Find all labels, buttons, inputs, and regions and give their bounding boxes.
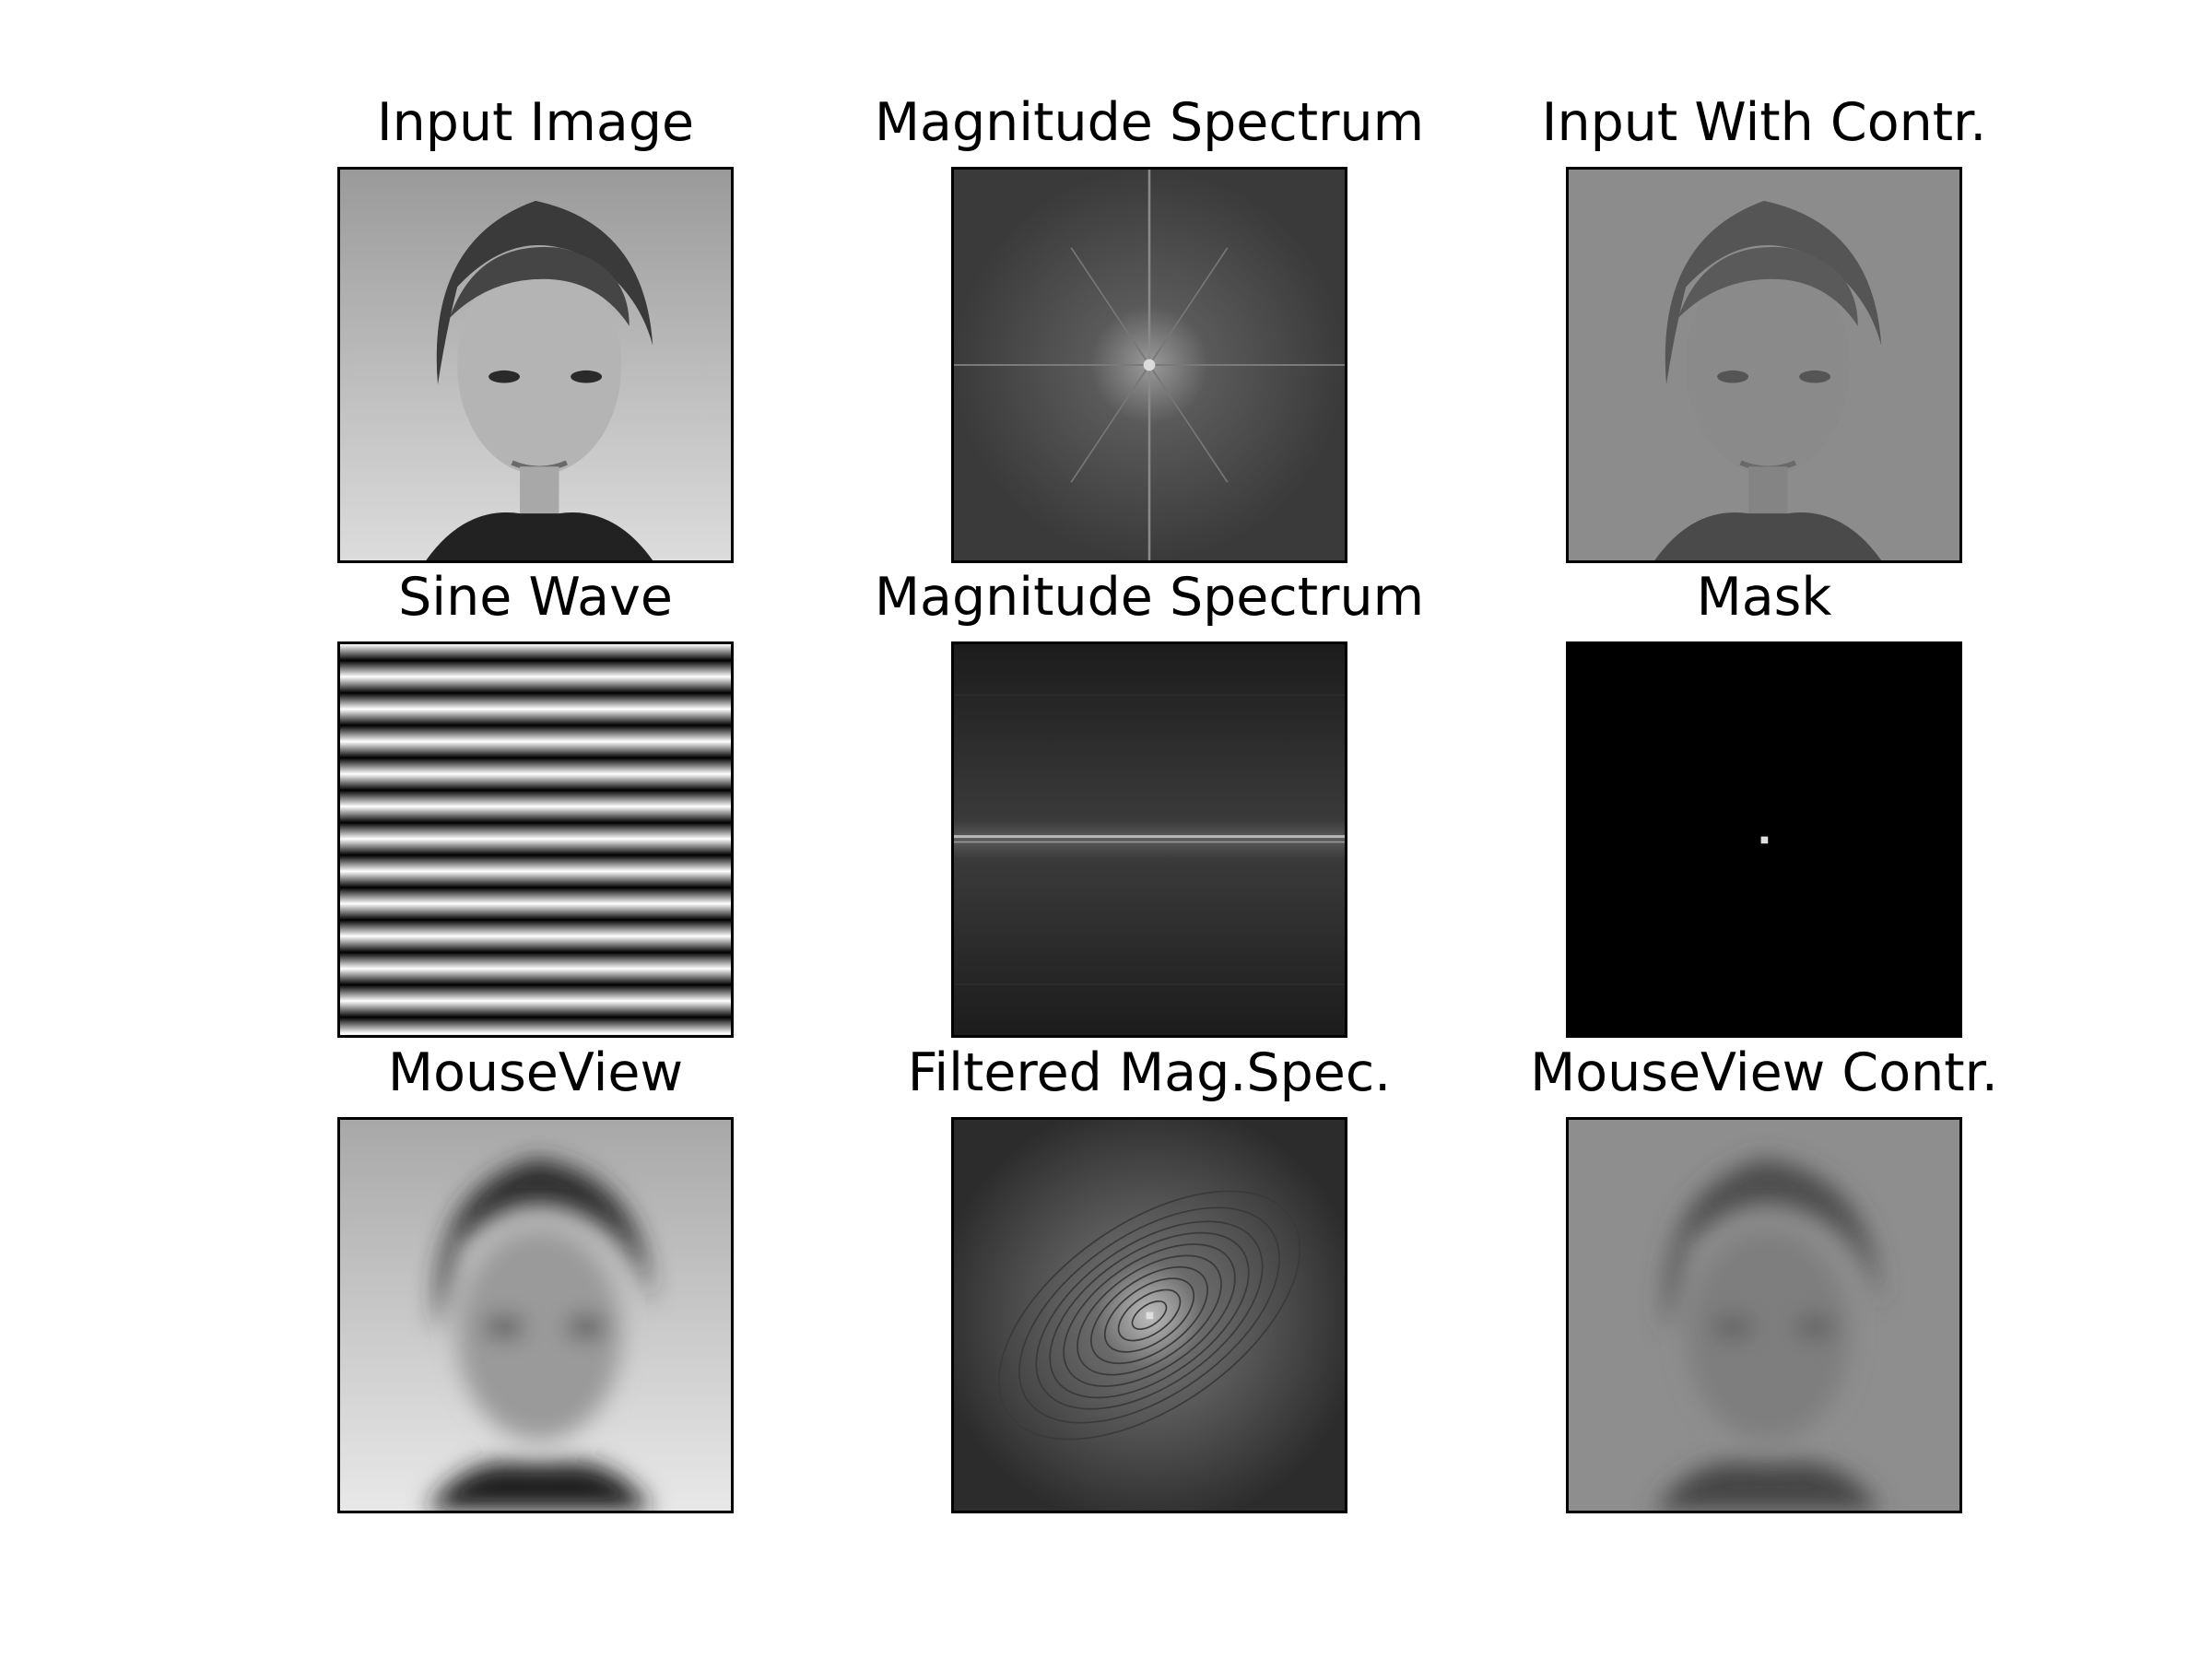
mask-image	[1566, 641, 1962, 1038]
input-image	[337, 167, 734, 563]
panel-title: Filtered Mag.Spec.	[907, 1042, 1392, 1103]
panel-title: Mask	[1696, 567, 1832, 628]
filtered-spectrum-image	[951, 1117, 1347, 1513]
panel-title: Input Image	[376, 92, 695, 153]
sine-wave-image	[337, 641, 734, 1038]
panel-title: Input With Contr.	[1541, 92, 1987, 153]
panel-title: Magnitude Spectrum	[874, 567, 1425, 628]
mouseview-contrast-image	[1566, 1117, 1962, 1513]
panel-title: Sine Wave	[398, 567, 673, 628]
panel-title: MouseView	[387, 1042, 684, 1103]
magnitude-spectrum-image	[951, 167, 1347, 563]
sine-spectrum-image	[951, 641, 1347, 1038]
mouseview-image	[337, 1117, 734, 1513]
panel-title: Magnitude Spectrum	[874, 92, 1425, 153]
panel-title: MouseView Contr.	[1530, 1042, 1998, 1103]
input-with-contrast-image	[1566, 167, 1962, 563]
